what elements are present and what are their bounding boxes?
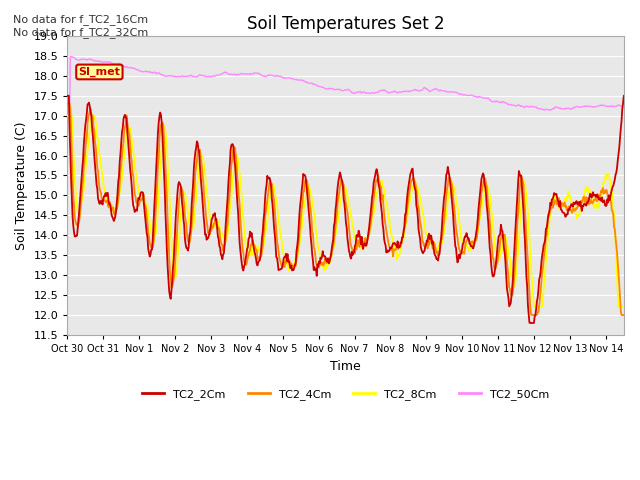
Title: Soil Temperatures Set 2: Soil Temperatures Set 2 [247, 15, 444, 33]
Legend: TC2_2Cm, TC2_4Cm, TC2_8Cm, TC2_50Cm: TC2_2Cm, TC2_4Cm, TC2_8Cm, TC2_50Cm [138, 384, 554, 404]
Text: SI_met: SI_met [79, 67, 120, 77]
Text: No data for f_TC2_16Cm
No data for f_TC2_32Cm: No data for f_TC2_16Cm No data for f_TC2… [13, 14, 148, 38]
X-axis label: Time: Time [330, 360, 361, 372]
Y-axis label: Soil Temperature (C): Soil Temperature (C) [15, 121, 28, 250]
